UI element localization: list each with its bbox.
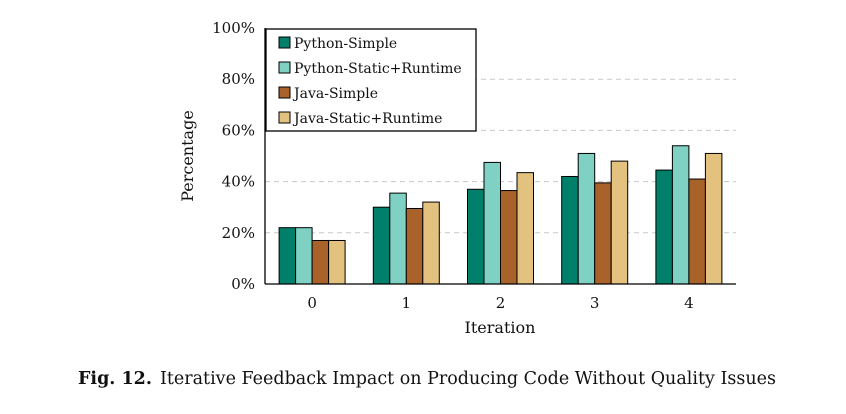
caption-label: Fig. 12.	[78, 369, 152, 389]
bar-java-static-runtime-iter-0	[328, 239, 346, 285]
bar-java-simple-iter-1	[405, 207, 424, 285]
y-axis-title: Percentage	[178, 110, 197, 202]
y-tick-labels: 0% 20% 40% 60% 80% 100%	[212, 19, 255, 293]
x-tick-label: 4	[684, 294, 694, 312]
caption-text: Iterative Feedback Impact on Producing C…	[159, 369, 776, 389]
legend-label: Python-Static+Runtime	[294, 61, 462, 77]
legend-swatch	[278, 111, 291, 124]
legend-box	[265, 28, 477, 132]
bar-python-static-runtime-iter-1	[389, 192, 407, 285]
y-tick-label: 100%	[212, 19, 255, 37]
y-tick-label: 20%	[222, 224, 255, 242]
bar-java-simple-iter-2	[500, 190, 518, 285]
y-tick-label: 60%	[222, 121, 255, 139]
legend-label: Java-Static+Runtime	[292, 111, 442, 127]
bar-python-static-runtime-iter-3	[577, 152, 596, 285]
bar-python-simple-iter-4	[655, 169, 673, 285]
bar-java-simple-iter-3	[594, 182, 612, 285]
x-tick-label: 3	[590, 294, 600, 312]
legend-swatch	[278, 61, 291, 74]
bar-java-static-runtime-iter-2	[516, 172, 534, 285]
bar-python-simple-iter-3	[561, 175, 579, 285]
x-tick-labels: 0 1 2 3 4	[307, 294, 693, 312]
y-tick-label: 40%	[222, 173, 255, 191]
bar-java-static-runtime-iter-1	[422, 201, 440, 285]
figure-caption: Fig. 12. Iterative Feedback Impact on Pro…	[78, 369, 846, 389]
bar-python-simple-iter-0	[278, 227, 297, 285]
y-tick-label: 80%	[222, 70, 255, 88]
bar-python-static-runtime-iter-4	[671, 145, 690, 285]
bar-java-simple-iter-4	[688, 178, 706, 285]
bar-python-static-runtime-iter-2	[483, 161, 501, 285]
bar-java-static-runtime-iter-3	[610, 160, 629, 285]
legend-swatch	[278, 36, 291, 49]
bar-python-simple-iter-1	[372, 206, 391, 285]
x-tick-label: 1	[402, 294, 412, 312]
bars	[278, 145, 723, 285]
x-axis-title: Iteration	[465, 318, 536, 337]
bar-java-simple-iter-0	[311, 239, 330, 285]
x-tick-label: 0	[307, 294, 317, 312]
axes	[264, 28, 736, 285]
legend-swatch	[278, 86, 291, 99]
legend: Python-Simple Python-Static+Runtime Java-S…	[265, 28, 477, 132]
legend-label: Java-Simple	[292, 86, 378, 102]
bar-python-simple-iter-2	[467, 188, 485, 285]
legend-label: Python-Simple	[294, 36, 397, 52]
y-tick-label: 0%	[231, 275, 255, 293]
bar-python-static-runtime-iter-0	[295, 227, 313, 285]
x-tick-label: 2	[496, 294, 506, 312]
bar-java-static-runtime-iter-4	[704, 152, 723, 285]
